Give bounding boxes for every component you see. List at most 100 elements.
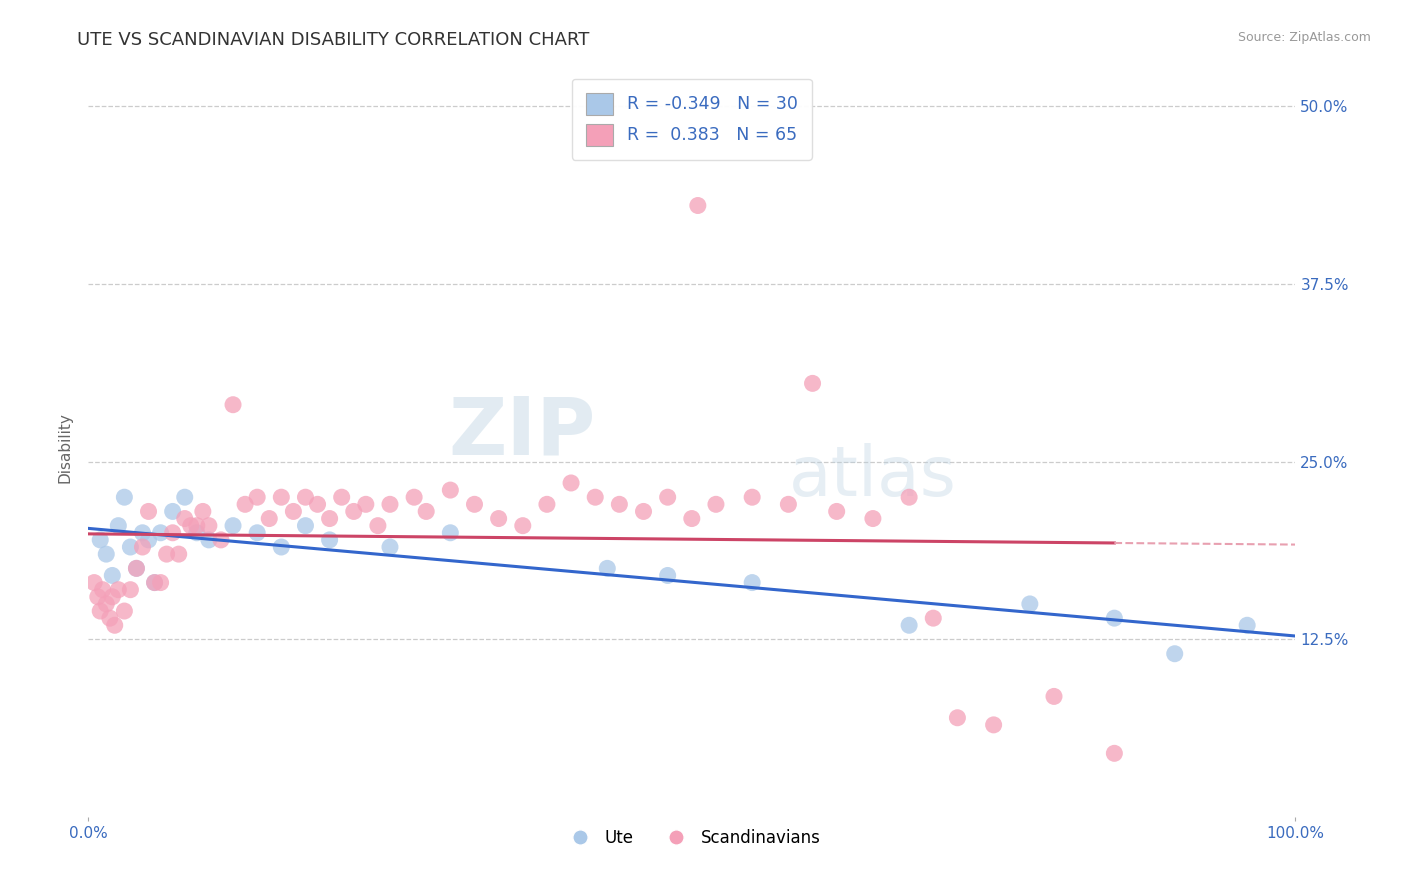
Point [198, 518, 221, 533]
Point [330, 490, 353, 504]
Point [143, 575, 166, 590]
Point [143, 575, 166, 590]
Point [91, 582, 114, 597]
Point [89, 533, 111, 547]
Point [96, 547, 118, 561]
Point [149, 525, 172, 540]
Point [898, 618, 921, 632]
Point [209, 533, 232, 547]
Text: atlas: atlas [789, 443, 956, 510]
Point [354, 497, 377, 511]
Point [270, 540, 292, 554]
Point [898, 490, 921, 504]
Point [741, 490, 763, 504]
Point [609, 497, 631, 511]
Point [704, 497, 727, 511]
Y-axis label: Disability: Disability [58, 412, 72, 483]
Point [404, 490, 426, 504]
Point [801, 376, 824, 391]
Point [173, 490, 195, 504]
Text: ZIP: ZIP [449, 393, 595, 472]
Point [112, 490, 135, 504]
Point [1104, 611, 1126, 625]
Point [131, 525, 153, 540]
Point [167, 547, 190, 561]
Point [681, 511, 703, 525]
Point [270, 490, 292, 504]
Point [107, 518, 129, 533]
Legend: Ute, Scandinavians: Ute, Scandinavians [557, 822, 827, 854]
Point [180, 518, 202, 533]
Point [318, 533, 340, 547]
Point [233, 497, 256, 511]
Point [222, 398, 245, 412]
Text: UTE VS SCANDINAVIAN DISABILITY CORRELATION CHART: UTE VS SCANDINAVIAN DISABILITY CORRELATI… [77, 31, 589, 49]
Point [536, 497, 558, 511]
Point [104, 618, 127, 632]
Point [87, 590, 110, 604]
Point [222, 518, 245, 533]
Point [657, 568, 679, 582]
Point [125, 561, 148, 575]
Point [162, 525, 184, 540]
Point [1236, 618, 1258, 632]
Point [120, 540, 142, 554]
Point [112, 604, 135, 618]
Point [186, 525, 208, 540]
Point [186, 518, 208, 533]
Point [283, 504, 305, 518]
Point [318, 511, 340, 525]
Point [125, 561, 148, 575]
Point [96, 597, 118, 611]
Point [120, 582, 142, 597]
Point [983, 718, 1005, 732]
Point [488, 511, 510, 525]
Point [378, 540, 401, 554]
Point [1018, 597, 1040, 611]
Point [583, 490, 606, 504]
Point [367, 518, 389, 533]
Point [101, 568, 124, 582]
Point [922, 611, 945, 625]
Point [439, 483, 461, 497]
Point [741, 575, 763, 590]
Point [246, 525, 269, 540]
Point [98, 611, 121, 625]
Point [294, 490, 316, 504]
Point [378, 497, 401, 511]
Point [825, 504, 848, 518]
Point [173, 511, 195, 525]
Point [138, 533, 160, 547]
Point [89, 604, 111, 618]
Point [198, 533, 221, 547]
Point [463, 497, 485, 511]
Point [657, 490, 679, 504]
Point [862, 511, 884, 525]
Point [778, 497, 800, 511]
Point [512, 518, 534, 533]
Point [162, 504, 184, 518]
Point [596, 561, 619, 575]
Point [307, 497, 329, 511]
Point [246, 490, 269, 504]
Point [191, 504, 214, 518]
Point [343, 504, 366, 518]
Point [946, 711, 969, 725]
Point [83, 575, 105, 590]
Point [131, 540, 153, 554]
Point [1043, 690, 1066, 704]
Point [633, 504, 655, 518]
Point [107, 582, 129, 597]
Point [1104, 747, 1126, 761]
Point [101, 590, 124, 604]
Point [257, 511, 280, 525]
Point [294, 518, 316, 533]
Point [138, 504, 160, 518]
Point [560, 475, 582, 490]
Point [1164, 647, 1187, 661]
Point [686, 198, 709, 212]
Text: Source: ZipAtlas.com: Source: ZipAtlas.com [1237, 31, 1371, 45]
Point [149, 575, 172, 590]
Point [439, 525, 461, 540]
Point [156, 547, 179, 561]
